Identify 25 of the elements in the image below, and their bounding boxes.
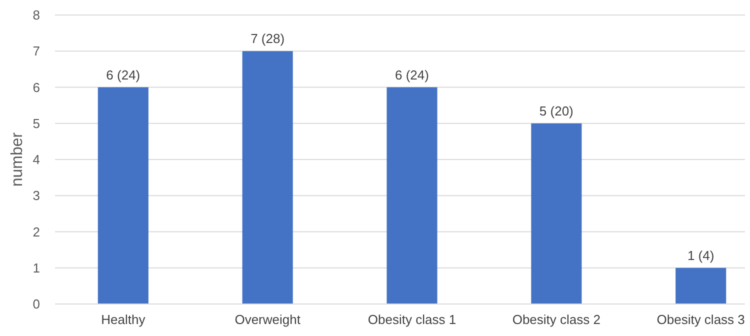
x-tick-label: Healthy (101, 312, 146, 327)
y-tick-label: 7 (32, 44, 40, 59)
x-tick-label: Obesity class 3 (656, 312, 745, 327)
bar (386, 87, 438, 304)
y-tick-label: 8 (32, 8, 40, 23)
bar (98, 87, 148, 304)
x-tick-label: Overweight (234, 312, 301, 327)
bar (531, 123, 582, 304)
data-label: 6 (24) (395, 67, 429, 82)
y-tick-label: 3 (32, 188, 40, 204)
x-tick-label: Obesity class 1 (368, 312, 456, 327)
y-axis-title: number (9, 132, 26, 187)
y-tick-label: 0 (32, 296, 40, 312)
y-tick-label: 1 (32, 260, 40, 276)
y-tick-label: 6 (32, 80, 40, 95)
data-label: 5 (20) (539, 103, 574, 118)
y-tick-label: 2 (32, 224, 40, 240)
bar (676, 268, 726, 304)
y-tick-label: 5 (32, 116, 40, 131)
data-label: 7 (28) (250, 31, 285, 46)
data-label: 6 (24) (106, 67, 140, 82)
bar (242, 51, 293, 304)
data-label: 1 (4) (687, 248, 714, 263)
y-tick-label: 4 (32, 152, 40, 168)
x-tick-label: Obesity class 2 (512, 312, 600, 327)
